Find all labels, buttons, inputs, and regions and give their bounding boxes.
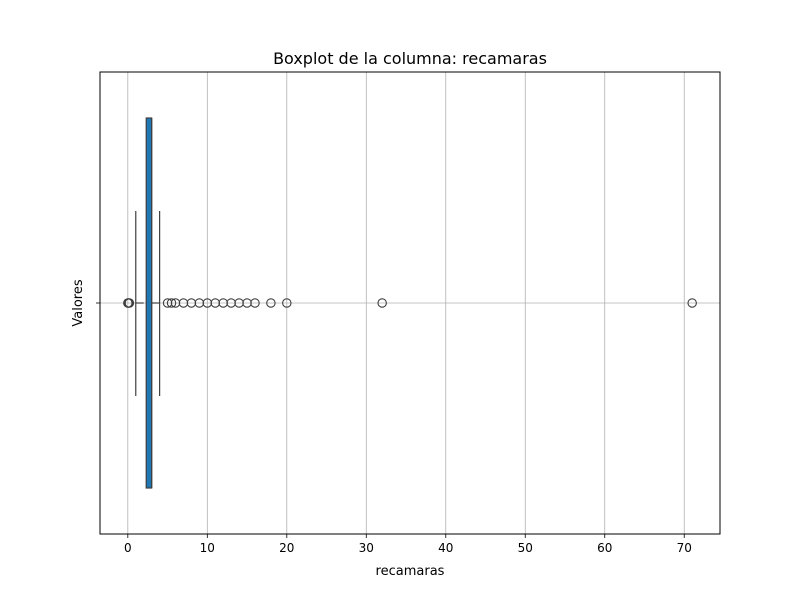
- outlier-point: [687, 298, 697, 308]
- grid-layer: [100, 72, 720, 534]
- x-tick-label: 50: [518, 541, 533, 555]
- box-layer: [135, 117, 161, 489]
- plot-frame: [99, 71, 721, 535]
- outlier-point: [377, 298, 387, 308]
- x-tick-label: 20: [279, 541, 294, 555]
- tick-layer: 0 10 20 30 40 50 60 70: [96, 302, 692, 555]
- x-tick-label: 10: [200, 541, 215, 555]
- outlier-point: [166, 298, 177, 308]
- outlier-point: [250, 298, 260, 308]
- x-tick-label: 70: [677, 541, 692, 555]
- x-axis-label: recamaras: [376, 564, 445, 579]
- outlier-layer: [123, 298, 697, 308]
- chart-title: Boxplot de la columna: recamaras: [273, 49, 547, 68]
- x-tick-label: 30: [359, 541, 374, 555]
- outlier-point: [266, 298, 276, 308]
- outlier-point: [124, 298, 135, 308]
- outlier-point: [282, 298, 292, 308]
- x-tick-label: 40: [438, 541, 453, 555]
- y-axis-label: Valores: [71, 279, 86, 326]
- x-tick-label: 60: [597, 541, 612, 555]
- x-tick-label: 0: [124, 541, 132, 555]
- iqr-box: [145, 117, 153, 489]
